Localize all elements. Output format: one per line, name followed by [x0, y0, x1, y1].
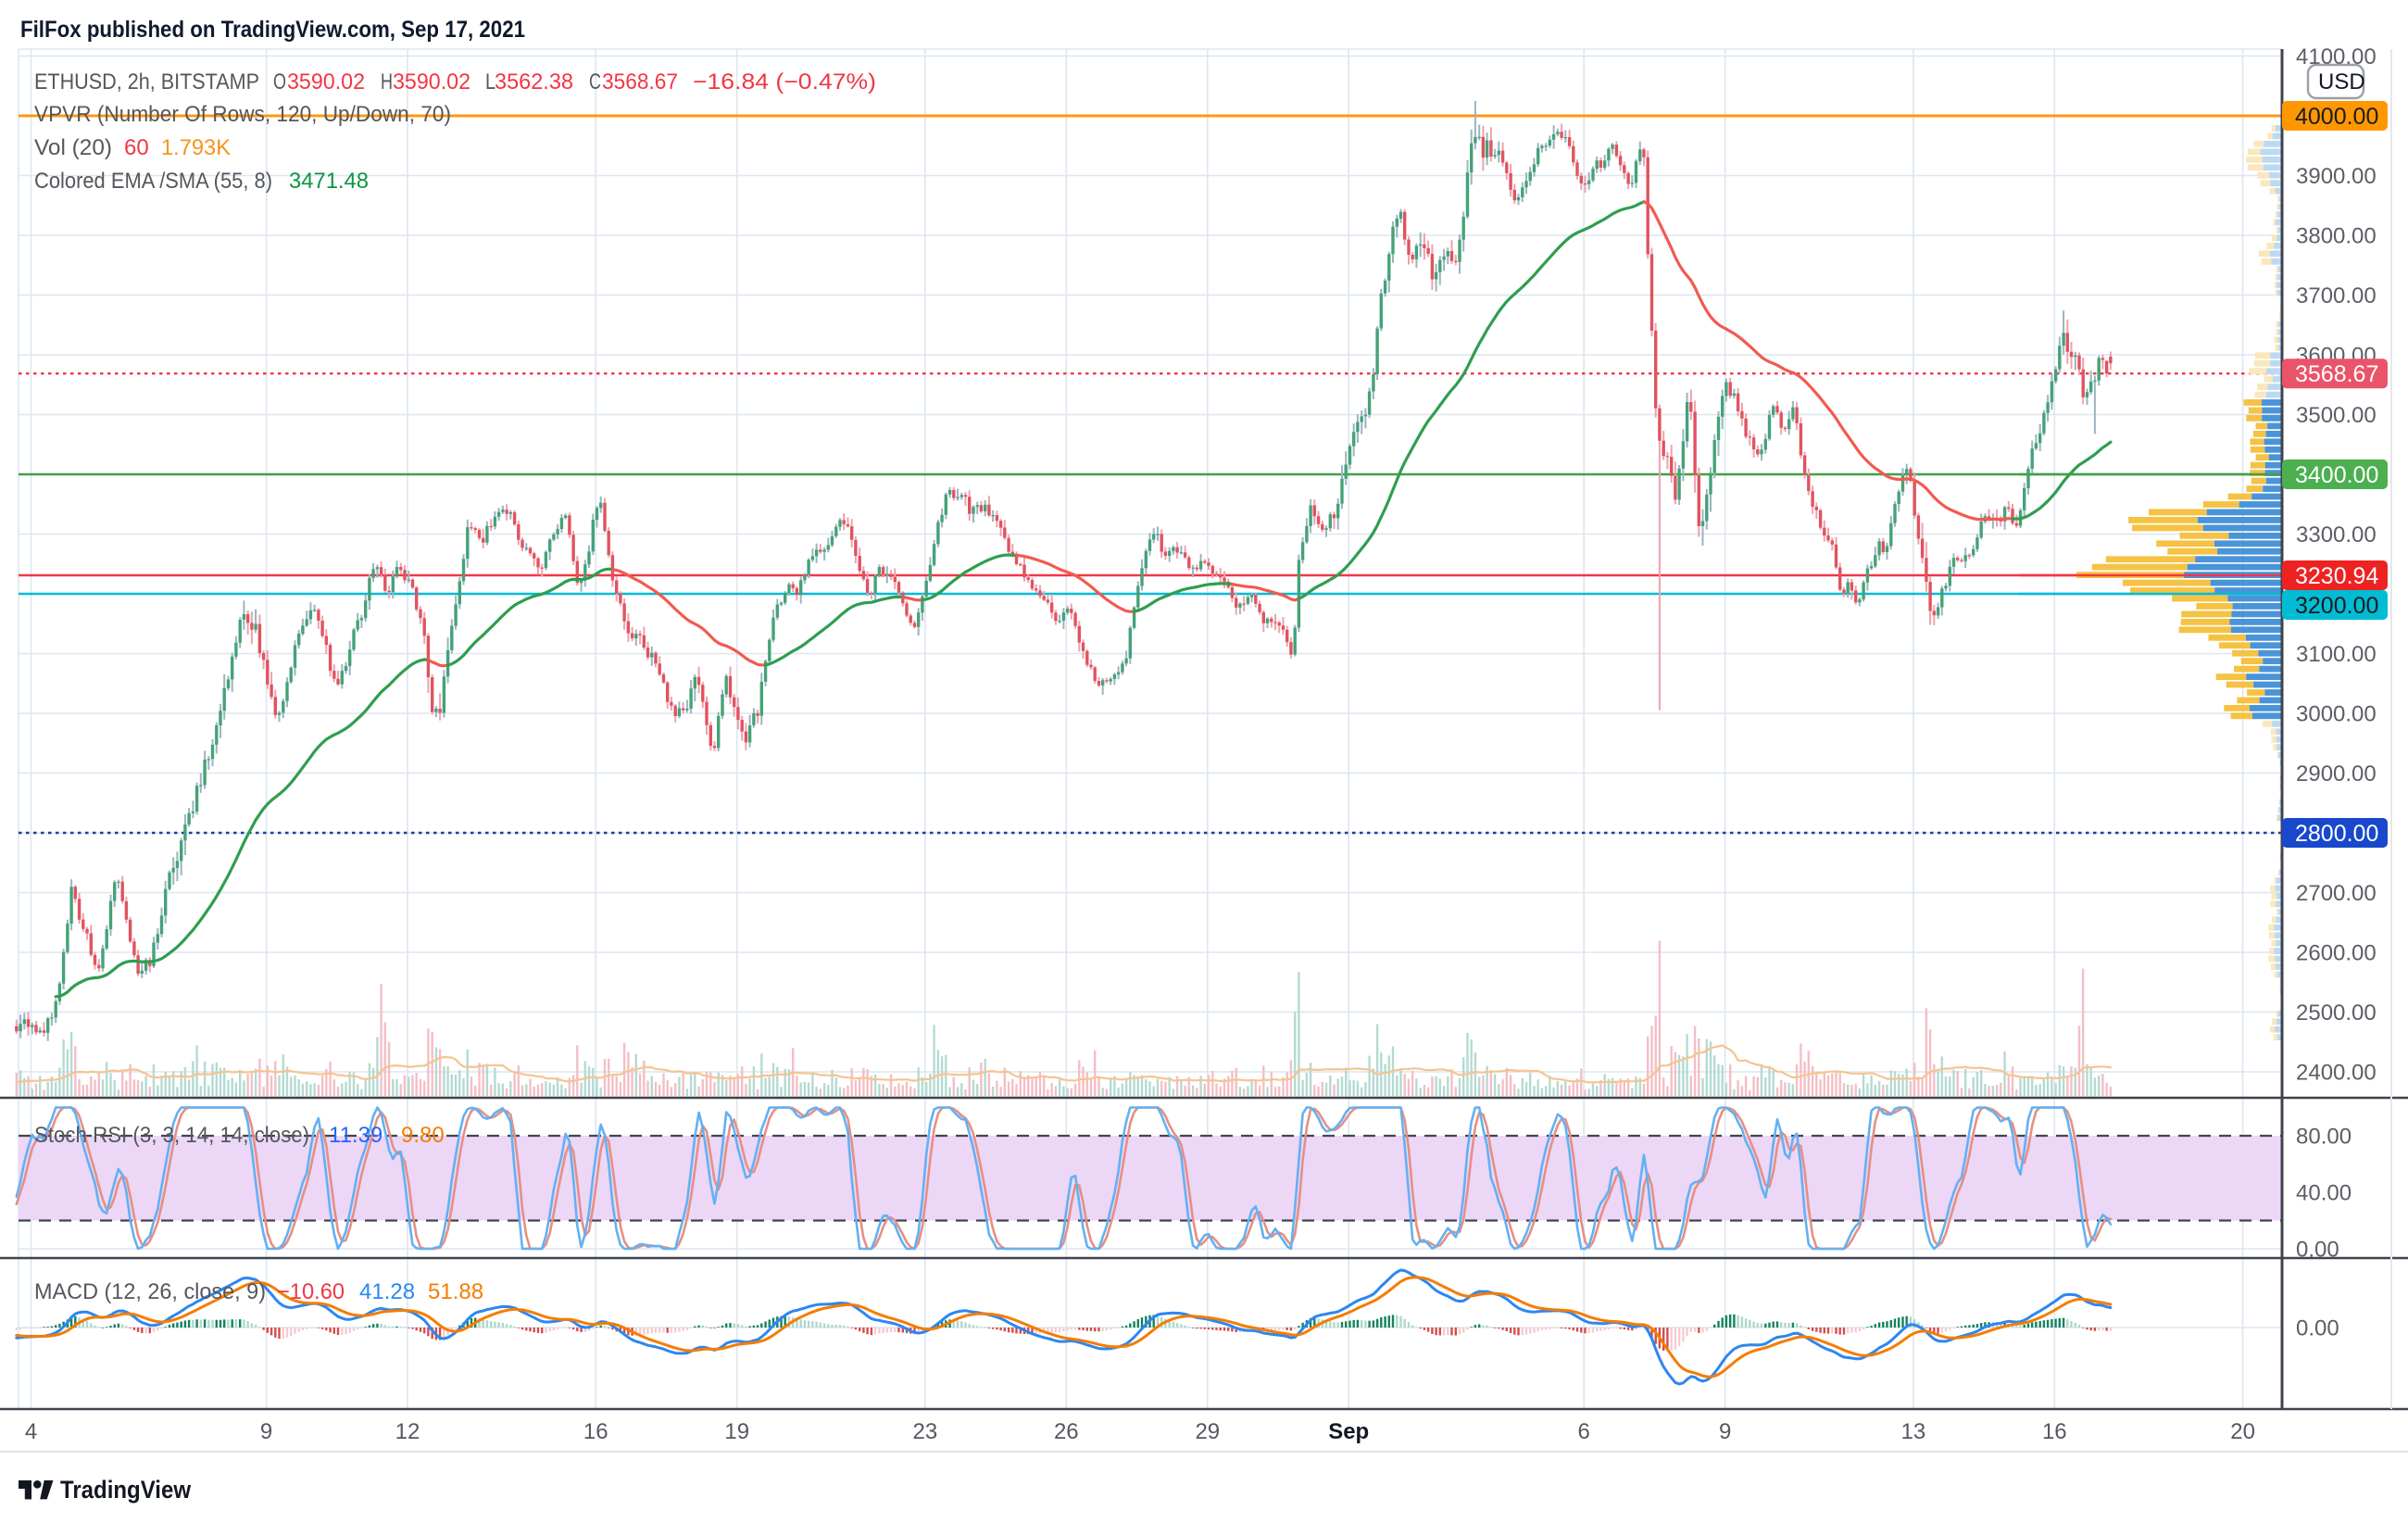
svg-text:MACD (12, 26, close, 9): MACD (12, 26, close, 9) [34, 1279, 266, 1304]
svg-text:12: 12 [395, 1419, 420, 1444]
svg-text:16: 16 [2042, 1419, 2067, 1444]
svg-text:3300.00: 3300.00 [2296, 522, 2377, 548]
svg-text:3100.00: 3100.00 [2296, 642, 2377, 667]
svg-text:TradingView: TradingView [60, 1476, 192, 1504]
svg-text:6: 6 [1578, 1419, 1590, 1444]
svg-text:−10.60: −10.60 [277, 1279, 345, 1304]
svg-text:2800.00: 2800.00 [2295, 821, 2378, 847]
svg-text:3000.00: 3000.00 [2296, 702, 2377, 727]
svg-text:3590.02: 3590.02 [287, 69, 365, 94]
svg-text:80.00: 80.00 [2296, 1125, 2352, 1150]
svg-text:13: 13 [1901, 1419, 1926, 1444]
svg-text:ETHUSD, 2h, BITSTAMP: ETHUSD, 2h, BITSTAMP [34, 69, 259, 94]
svg-text:3700.00: 3700.00 [2296, 283, 2377, 308]
svg-text:0.00: 0.00 [2296, 1316, 2339, 1341]
svg-text:Vol (20): Vol (20) [34, 135, 112, 160]
svg-text:L: L [485, 69, 495, 94]
svg-text:3200.00: 3200.00 [2295, 593, 2378, 619]
svg-text:3568.67: 3568.67 [2295, 361, 2378, 387]
svg-text:C: C [589, 69, 601, 94]
svg-text:9: 9 [260, 1419, 272, 1444]
svg-text:60: 60 [124, 135, 149, 160]
svg-text:USD: USD [2318, 69, 2365, 94]
svg-text:O: O [273, 69, 286, 94]
svg-text:3900.00: 3900.00 [2296, 164, 2377, 189]
svg-text:9.80: 9.80 [401, 1123, 445, 1148]
svg-text:2600.00: 2600.00 [2296, 941, 2377, 966]
svg-text:23: 23 [913, 1419, 938, 1444]
svg-text:2700.00: 2700.00 [2296, 881, 2377, 906]
svg-text:3590.02: 3590.02 [393, 69, 470, 94]
svg-text:H: H [381, 69, 393, 94]
svg-text:20: 20 [2230, 1419, 2255, 1444]
svg-text:41.28: 41.28 [359, 1279, 415, 1304]
svg-text:3500.00: 3500.00 [2296, 403, 2377, 428]
svg-text:3800.00: 3800.00 [2296, 224, 2377, 249]
svg-text:Colored EMA /SMA (55, 8): Colored EMA /SMA (55, 8) [34, 169, 272, 194]
svg-text:1.793K: 1.793K [161, 135, 231, 160]
svg-text:3400.00: 3400.00 [2295, 462, 2378, 488]
svg-text:3568.67: 3568.67 [602, 69, 678, 94]
svg-text:3471.48: 3471.48 [289, 169, 369, 194]
svg-text:26: 26 [1054, 1419, 1079, 1444]
svg-text:2900.00: 2900.00 [2296, 762, 2377, 787]
svg-text:4: 4 [25, 1419, 37, 1444]
svg-text:11.39: 11.39 [329, 1123, 383, 1148]
svg-text:Sep: Sep [1328, 1419, 1369, 1444]
svg-text:VPVR (Number Of Rows, 120, Up/: VPVR (Number Of Rows, 120, Up/Down, 70) [34, 102, 451, 127]
svg-text:29: 29 [1195, 1419, 1220, 1444]
svg-text:2400.00: 2400.00 [2296, 1061, 2377, 1086]
svg-text:3230.94: 3230.94 [2295, 563, 2378, 589]
svg-text:−16.84 (−0.47%): −16.84 (−0.47%) [693, 69, 876, 94]
svg-text:4000.00: 4000.00 [2295, 104, 2378, 130]
svg-text:FilFox published on TradingVie: FilFox published on TradingView.com, Sep… [20, 17, 525, 43]
svg-text:19: 19 [724, 1419, 749, 1444]
svg-text:0.00: 0.00 [2296, 1238, 2339, 1263]
svg-text:3562.38: 3562.38 [495, 69, 573, 94]
svg-text:40.00: 40.00 [2296, 1181, 2352, 1206]
svg-text:51.88: 51.88 [428, 1279, 483, 1304]
svg-text:2500.00: 2500.00 [2296, 1001, 2377, 1026]
svg-text:16: 16 [583, 1419, 608, 1444]
svg-text:9: 9 [1719, 1419, 1731, 1444]
svg-text:Stoch RSI (3, 3, 14, 14, close: Stoch RSI (3, 3, 14, 14, close) [34, 1123, 309, 1148]
